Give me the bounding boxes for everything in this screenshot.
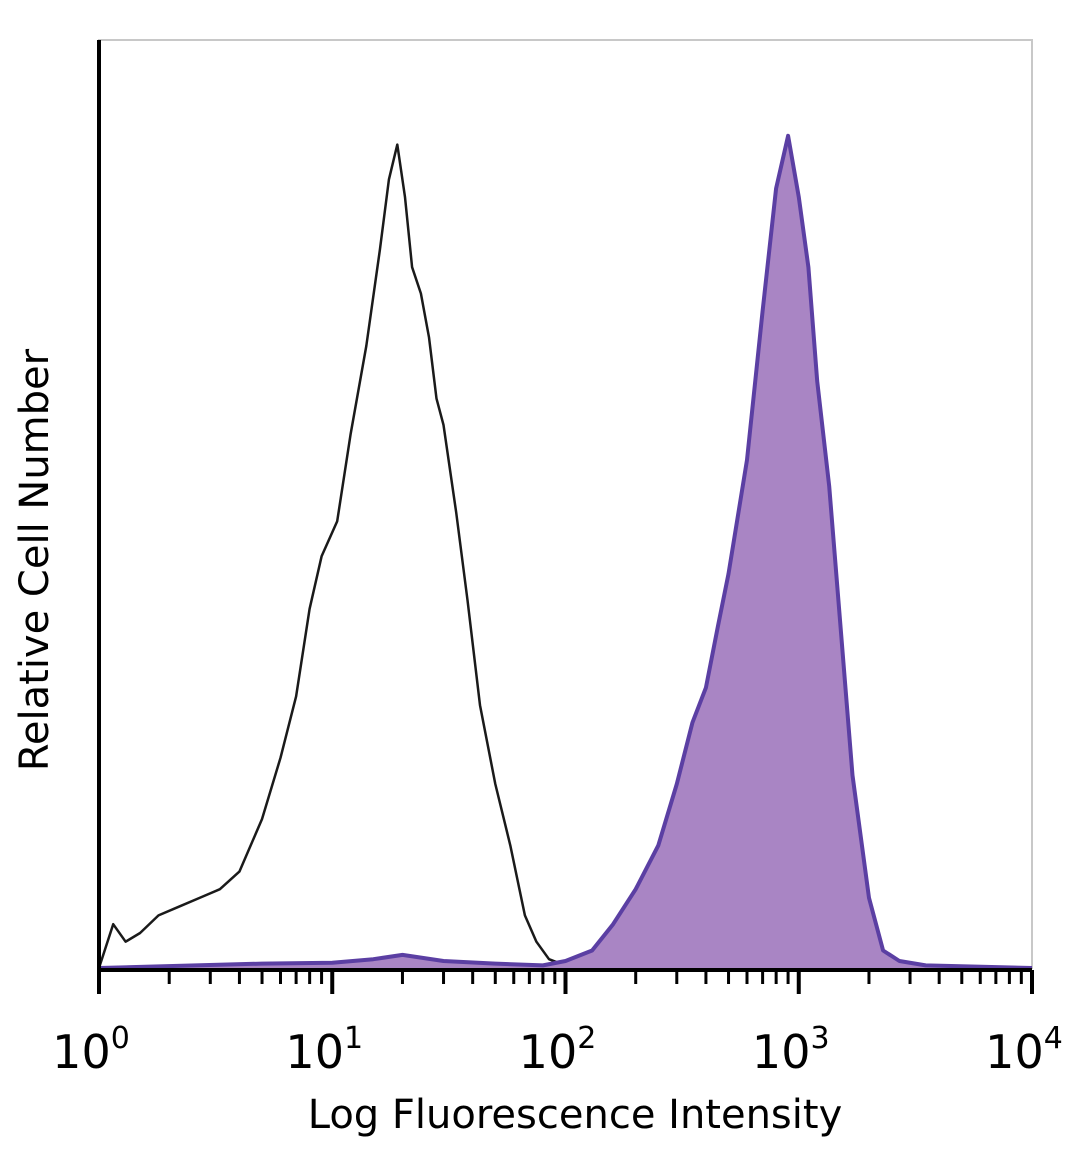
x-tick-layer: 100 101 102 103 104 — [52, 970, 1063, 1079]
control-histogram-line — [97, 143, 584, 970]
x-tick-label: 103 — [752, 1021, 830, 1079]
x-axis-title: Log Fluorescence Intensity — [308, 1092, 843, 1138]
y-axis-title: Relative Cell Number — [12, 348, 58, 771]
x-tick-label: 102 — [519, 1021, 597, 1079]
stained-histogram-line — [98, 133, 1033, 970]
series-layer — [97, 133, 1033, 970]
x-tick-label: 100 — [52, 1021, 130, 1079]
stained-histogram-fill — [99, 135, 1032, 969]
x-tick-label: 104 — [985, 1021, 1063, 1079]
plot-frame — [98, 39, 1033, 969]
x-tick-label: 101 — [285, 1021, 363, 1079]
